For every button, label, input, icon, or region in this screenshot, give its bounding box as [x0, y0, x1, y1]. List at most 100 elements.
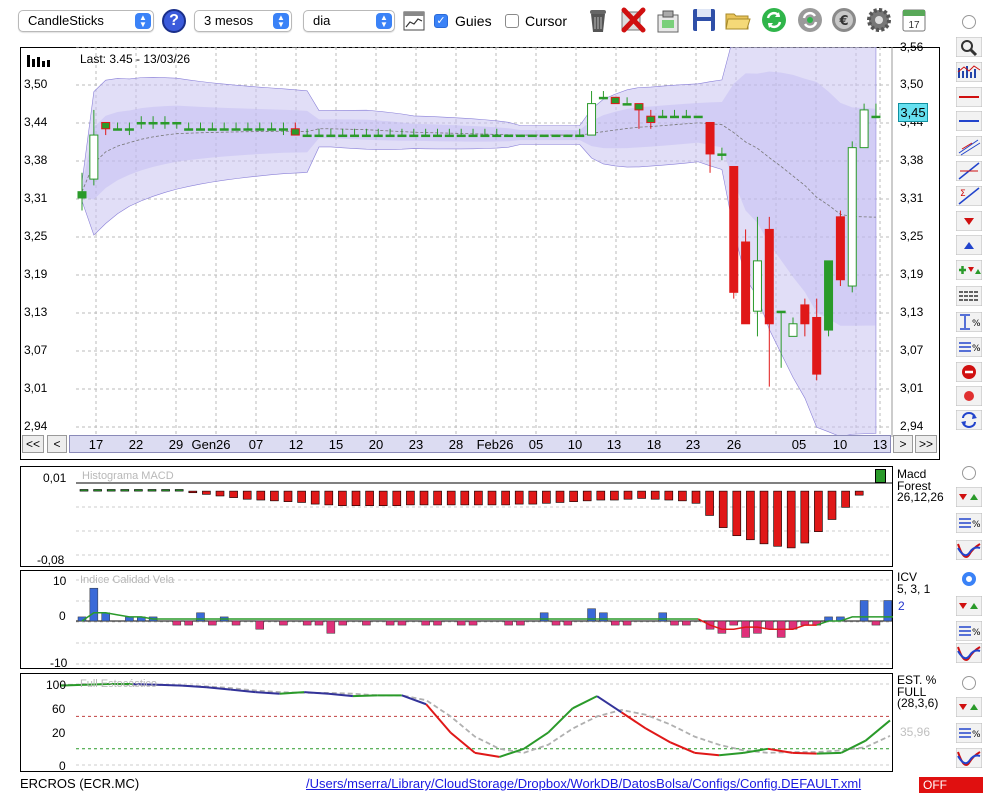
svg-text:Σ: Σ [960, 189, 966, 199]
macd-signals-icon[interactable] [956, 487, 982, 507]
candle-body [812, 316, 822, 375]
stoch-k-segment [328, 692, 354, 698]
record-icon[interactable] [956, 386, 982, 406]
macd-bar-negative [841, 490, 850, 508]
add-signals-icon[interactable] [956, 260, 982, 280]
icv-curve-icon[interactable] [956, 643, 982, 663]
candle-body [563, 134, 573, 138]
panel-main-radio[interactable] [962, 15, 976, 29]
blue-up-arrow-icon[interactable] [956, 235, 982, 255]
icv-bar-negative [338, 620, 347, 626]
x-tick-label: 28 [448, 437, 464, 452]
percent-lines-icon[interactable]: % [956, 337, 982, 357]
percent-range-icon[interactable]: % [956, 312, 982, 332]
icv-bar-negative [611, 620, 620, 626]
period-select[interactable]: 3 mesos ▲ ▼ [194, 10, 292, 32]
chart-window-icon[interactable] [403, 11, 425, 31]
icv-signals-icon[interactable] [956, 596, 982, 616]
x-tick-label: 05 [791, 437, 807, 452]
red-horizontal-line-icon[interactable] [956, 87, 982, 107]
config-path-link[interactable]: /Users/mserra/Library/CloudStorage/Dropb… [306, 776, 862, 791]
icv-title: Indice Calidad Vela [80, 574, 175, 586]
cursor-checkbox[interactable] [505, 14, 519, 28]
blue-horizontal-line-icon[interactable] [956, 111, 982, 131]
y-tick-label-left: 3,07 [24, 343, 48, 357]
nav-prev-button[interactable]: < [47, 435, 67, 453]
clipboard-icon[interactable] [654, 6, 682, 34]
candle-body [302, 134, 312, 138]
delete-red-x-icon[interactable] [619, 6, 647, 34]
candle-body [610, 96, 620, 105]
off-toggle[interactable]: OFF [919, 777, 983, 793]
stoch-chart-svg [59, 683, 892, 766]
nav-next-button[interactable]: > [893, 435, 913, 453]
macd-percent-lines-icon[interactable]: % [956, 513, 982, 533]
chevron-updown-icon: ▲ ▼ [376, 13, 392, 29]
help-icon[interactable]: ? [162, 9, 186, 33]
sigma-trendline-icon[interactable]: Σ [956, 186, 982, 206]
nav-first-button[interactable]: << [22, 435, 44, 453]
icv-bar-negative [279, 620, 288, 626]
macd-bar-negative [610, 490, 619, 501]
channel-tool-icon[interactable] [956, 136, 982, 156]
chart-overlay-icon[interactable] [956, 62, 982, 82]
icv-bar-negative [421, 620, 430, 626]
chevron-updown-icon: ▲ ▼ [135, 13, 151, 29]
candle-body [776, 310, 786, 314]
chart-type-select[interactable]: CandleSticks ▲ ▼ [18, 10, 154, 32]
swap-arrows-icon[interactable] [956, 410, 982, 430]
red-down-arrow-icon[interactable] [956, 211, 982, 231]
y-tick-label-left: 3,44 [24, 115, 48, 129]
trash-icon[interactable] [584, 6, 612, 34]
candle-body [196, 128, 205, 131]
stoch-percent-lines-icon[interactable]: % [956, 723, 982, 743]
stoch-k-segment [767, 747, 793, 754]
gear-icon[interactable] [865, 6, 893, 34]
calendar-icon[interactable]: 17 [900, 6, 928, 34]
sync-icon[interactable] [796, 6, 824, 34]
open-folder-icon[interactable] [724, 6, 752, 34]
x-tick-label: 12 [288, 437, 304, 452]
macd-bar-negative [215, 490, 225, 497]
macd-bar-negative [746, 490, 755, 541]
nav-last-button[interactable]: >> [915, 435, 937, 453]
dashed-lines-icon[interactable] [956, 286, 982, 306]
macd-bar-positive [147, 489, 157, 492]
macd-bar-negative [446, 490, 456, 506]
panel-macd-radio[interactable] [962, 466, 976, 480]
no-entry-icon[interactable] [956, 362, 982, 382]
macd-bar-negative [188, 490, 198, 494]
macd-legend-label: Macd [897, 467, 927, 481]
panel-icv-radio[interactable] [962, 572, 976, 586]
guies-checkbox[interactable]: ✓ [434, 14, 448, 28]
icv-bar-negative [741, 620, 750, 638]
date-scrollbar[interactable] [69, 435, 891, 453]
currency-euro-icon[interactable]: € [830, 6, 858, 34]
panel-stoch-radio[interactable] [962, 676, 976, 690]
refresh-icon[interactable] [760, 6, 788, 34]
stoch-panel[interactable] [20, 673, 893, 772]
candle-body [456, 134, 466, 138]
icv-percent-lines-icon[interactable]: % [956, 621, 982, 641]
bar-chart-mini-icon [27, 55, 50, 67]
stoch-k-segment [230, 688, 256, 694]
macd-bar-negative [351, 490, 361, 507]
icv-bar-negative [397, 620, 407, 626]
x-tick-label: 10 [832, 437, 848, 452]
macd-curve-icon[interactable] [956, 540, 982, 560]
icv-bar-negative [670, 620, 679, 626]
macd-bar-negative [664, 490, 674, 501]
stoch-signals-icon[interactable] [956, 697, 982, 717]
stoch-d-line [60, 683, 891, 754]
stoch-k-segment [255, 691, 280, 695]
interval-select[interactable]: dia ▲ ▼ [303, 10, 395, 32]
stoch-curve-icon[interactable] [956, 748, 982, 768]
magnifier-icon[interactable] [956, 37, 982, 57]
candle-body [670, 115, 679, 119]
y-tick-label-left: 3,19 [24, 267, 48, 281]
icv-bar-negative [362, 620, 371, 626]
trendline-tool-icon[interactable] [956, 161, 982, 181]
save-floppy-icon[interactable] [690, 6, 718, 34]
stoch-k-segment [523, 731, 549, 750]
stoch-k-segment [279, 691, 305, 695]
